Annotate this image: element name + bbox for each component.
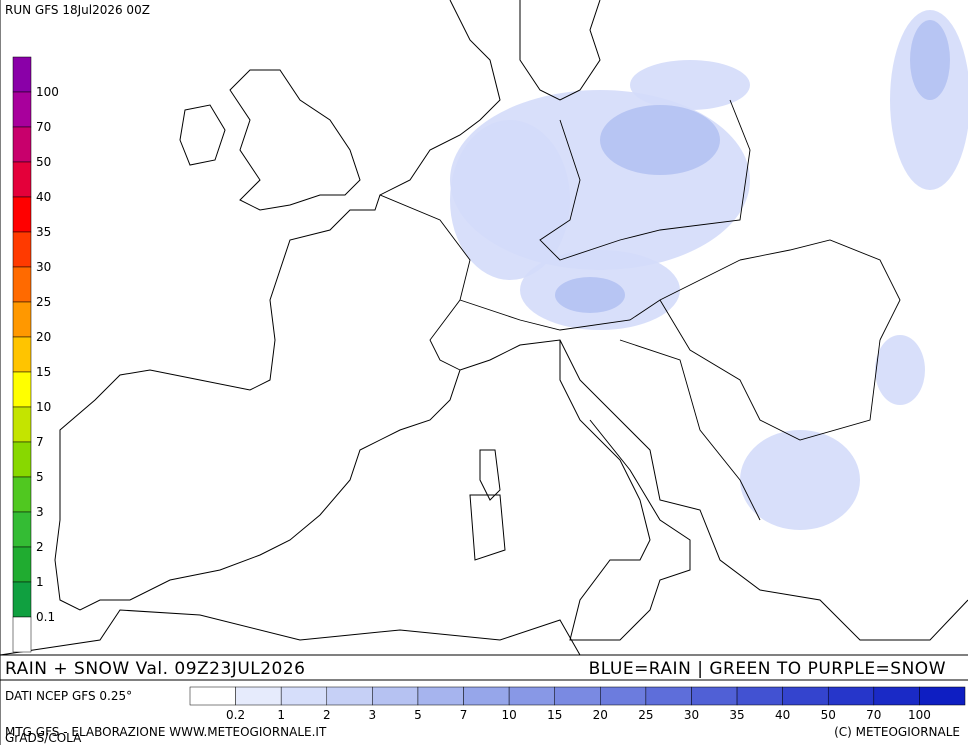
snow-label: 50 <box>36 155 51 169</box>
rain-swatch <box>326 686 373 706</box>
snow-label: 3 <box>36 505 44 519</box>
snow-swatch <box>12 441 32 478</box>
precipitation <box>450 10 968 530</box>
rain-swatch <box>372 686 419 706</box>
snow-label: 40 <box>36 190 51 204</box>
snow-swatch <box>12 126 32 163</box>
rain-label: 20 <box>593 708 608 722</box>
snow-label: 20 <box>36 330 51 344</box>
rain-swatch <box>736 686 783 706</box>
rain-label: 5 <box>414 708 422 722</box>
snow-swatch <box>12 581 32 618</box>
rain-label: 40 <box>775 708 790 722</box>
snow-swatch <box>12 91 32 128</box>
snow-swatch <box>12 476 32 513</box>
rain-swatch <box>554 686 601 706</box>
rain-swatch <box>600 686 647 706</box>
snow-swatch <box>12 301 32 338</box>
snow-label: 35 <box>36 225 51 239</box>
snow-swatch <box>12 371 32 408</box>
snow-label: 25 <box>36 295 51 309</box>
rain-label: 0.2 <box>226 708 245 722</box>
rain-label: 3 <box>369 708 377 722</box>
data-source: DATI NCEP GFS 0.25° <box>5 689 132 703</box>
snow-label: 2 <box>36 540 44 554</box>
grads-credit: GrADS/COLA <box>5 731 82 745</box>
rain-colorbar: 0.2 1 2 3 5 7 10 15 20 25 30 35 40 50 70 100 <box>189 686 966 722</box>
snow-swatch <box>12 231 32 268</box>
coastlines <box>0 0 968 656</box>
rain-swatch <box>827 686 875 706</box>
rain-label: 70 <box>866 708 881 722</box>
snow-label: 70 <box>36 120 51 134</box>
credit: MTG GFS - ELABORAZIONE WWW.METEOGIORNALE… <box>5 725 327 739</box>
snow-swatch <box>12 616 32 653</box>
rain-swatch <box>463 686 510 706</box>
snow-colorbar: 100 70 50 40 35 30 25 20 15 10 7 5 3 2 1 0.1 <box>12 56 59 653</box>
snow-label: 100 <box>36 85 59 99</box>
snow-label: 5 <box>36 470 44 484</box>
snow-label: 7 <box>36 435 44 449</box>
rain-swatch <box>280 686 328 706</box>
product-title: RAIN + SNOW Val. 09Z23JUL2026 <box>5 659 306 679</box>
run-label: RUN GFS 18Jul2026 00Z <box>5 3 150 17</box>
rain-swatch <box>782 686 829 706</box>
borders <box>379 99 901 521</box>
rain-label: 30 <box>684 708 699 722</box>
rain-label: 10 <box>501 708 516 722</box>
snow-swatch <box>12 511 32 548</box>
rain-label: 35 <box>729 708 744 722</box>
snow-label: 0.1 <box>36 610 55 624</box>
rain-label: 100 <box>908 708 931 722</box>
snow-swatch <box>12 266 32 303</box>
copyright: (C) METEOGIORNALE <box>834 725 960 739</box>
rain-swatch <box>691 686 738 706</box>
rain-swatch <box>919 686 966 706</box>
snow-swatch <box>12 161 32 198</box>
snow-swatch <box>12 336 32 373</box>
rain-swatch <box>189 686 236 706</box>
snow-label: 10 <box>36 400 51 414</box>
rain-label: 15 <box>547 708 562 722</box>
snow-label: 15 <box>36 365 51 379</box>
rain-swatch <box>508 686 555 706</box>
snow-swatch <box>12 196 32 233</box>
rain-swatch <box>645 686 692 706</box>
rain-label: 7 <box>460 708 468 722</box>
snow-swatch <box>12 406 32 443</box>
rain-swatch <box>417 686 464 706</box>
snow-swatch <box>12 546 32 583</box>
snow-label: 30 <box>36 260 51 274</box>
snow-swatch <box>12 56 32 93</box>
legend-note: BLUE=RAIN | GREEN TO PURPLE=SNOW <box>589 659 946 679</box>
rain-label: 50 <box>821 708 836 722</box>
snow-label: 1 <box>36 575 44 589</box>
rain-label: 25 <box>638 708 653 722</box>
rain-label: 1 <box>277 708 285 722</box>
rain-label: 2 <box>323 708 331 722</box>
rain-swatch <box>235 686 282 706</box>
rain-swatch <box>873 686 920 706</box>
